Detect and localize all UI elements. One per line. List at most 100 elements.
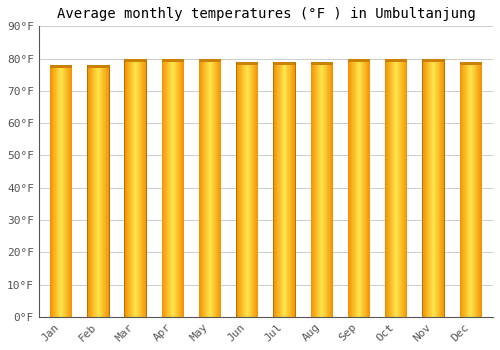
Bar xyxy=(126,58,127,317)
Title: Average monthly temperatures (°F ) in Umbultanjung: Average monthly temperatures (°F ) in Um… xyxy=(56,7,476,21)
Bar xyxy=(425,58,426,317)
Bar xyxy=(385,58,386,317)
Bar xyxy=(317,62,318,317)
Bar xyxy=(101,65,102,317)
Bar xyxy=(330,62,332,317)
Bar xyxy=(368,58,369,317)
Bar xyxy=(246,62,247,317)
Bar xyxy=(394,58,395,317)
Bar xyxy=(287,62,288,317)
Bar xyxy=(100,65,101,317)
Bar xyxy=(236,62,258,65)
Bar xyxy=(139,58,140,317)
Bar xyxy=(213,58,214,317)
Bar xyxy=(443,58,444,317)
Bar xyxy=(352,58,353,317)
Bar xyxy=(124,58,125,317)
Bar xyxy=(208,58,209,317)
Bar xyxy=(50,65,51,317)
Bar xyxy=(248,62,249,317)
Bar xyxy=(58,65,59,317)
Bar xyxy=(480,62,481,317)
Bar xyxy=(70,65,71,317)
Bar xyxy=(439,58,440,317)
Bar xyxy=(426,58,427,317)
Bar xyxy=(433,58,434,317)
Bar xyxy=(182,58,183,317)
Bar xyxy=(357,58,358,317)
Bar xyxy=(90,65,91,317)
Bar xyxy=(134,58,135,317)
Bar xyxy=(473,62,474,317)
Bar xyxy=(407,58,408,317)
Bar xyxy=(465,62,466,317)
Bar xyxy=(354,58,355,317)
Bar xyxy=(313,62,314,317)
Bar xyxy=(349,58,350,317)
Bar xyxy=(50,65,72,68)
Bar xyxy=(327,62,328,317)
Bar xyxy=(395,58,396,317)
Bar xyxy=(66,65,68,317)
Bar xyxy=(424,58,425,317)
Bar xyxy=(92,65,93,317)
Bar xyxy=(51,65,52,317)
Bar xyxy=(59,65,60,317)
Bar xyxy=(324,62,325,317)
Bar xyxy=(54,65,55,317)
Bar xyxy=(399,58,400,317)
Bar xyxy=(255,62,256,317)
Bar xyxy=(385,58,407,62)
Bar xyxy=(145,58,146,317)
Bar xyxy=(284,62,285,317)
Bar xyxy=(212,58,213,317)
Bar xyxy=(106,65,107,317)
Bar xyxy=(359,58,360,317)
Bar xyxy=(391,58,392,317)
Bar xyxy=(475,62,476,317)
Bar xyxy=(175,58,176,317)
Bar xyxy=(290,62,291,317)
Bar xyxy=(146,58,147,317)
Bar xyxy=(429,58,430,317)
Bar xyxy=(390,58,391,317)
Bar xyxy=(274,62,295,65)
Bar xyxy=(285,62,286,317)
Bar xyxy=(105,65,106,317)
Bar xyxy=(236,62,238,317)
Bar xyxy=(318,62,319,317)
Bar xyxy=(432,58,433,317)
Bar xyxy=(135,58,136,317)
Bar xyxy=(348,58,370,62)
Bar xyxy=(435,58,436,317)
Bar xyxy=(256,62,257,317)
Bar xyxy=(209,58,210,317)
Bar xyxy=(279,62,280,317)
Bar xyxy=(218,58,219,317)
Bar xyxy=(392,58,393,317)
Bar xyxy=(138,58,139,317)
Bar xyxy=(312,62,313,317)
Bar xyxy=(129,58,130,317)
Bar xyxy=(310,62,311,317)
Bar xyxy=(247,62,248,317)
Bar xyxy=(393,58,394,317)
Bar xyxy=(321,62,322,317)
Bar xyxy=(477,62,478,317)
Bar xyxy=(171,58,172,317)
Bar xyxy=(479,62,480,317)
Bar xyxy=(93,65,94,317)
Bar xyxy=(177,58,178,317)
Bar xyxy=(65,65,66,317)
Bar xyxy=(350,58,351,317)
Bar xyxy=(217,58,218,317)
Bar xyxy=(289,62,290,317)
Bar xyxy=(437,58,438,317)
Bar xyxy=(461,62,462,317)
Bar xyxy=(474,62,475,317)
Bar xyxy=(351,58,352,317)
Bar xyxy=(183,58,184,317)
Bar xyxy=(476,62,477,317)
Bar xyxy=(315,62,316,317)
Bar xyxy=(310,62,333,65)
